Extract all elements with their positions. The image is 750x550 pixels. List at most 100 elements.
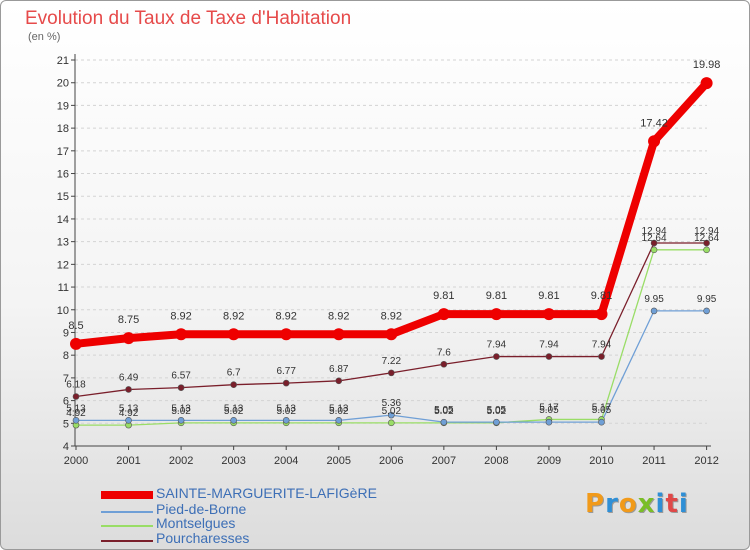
data-point-pourcharesses-2002 xyxy=(177,384,185,391)
data-label-pourcharesses-2006: 7.22 xyxy=(382,356,402,367)
data-label-pourcharesses-2009: 7.94 xyxy=(539,340,559,351)
data-point-pied-de-borne-2002 xyxy=(177,417,185,424)
data-point-sainte-marguerite-2008 xyxy=(490,308,503,321)
data-point-pied-de-borne-2000 xyxy=(72,417,80,424)
x-tick-label-2010: 2010 xyxy=(589,455,613,467)
x-tick-label-2001: 2001 xyxy=(116,455,140,467)
data-point-sainte-marguerite-2002 xyxy=(175,328,188,341)
data-label-sainte-marguerite-2007: 9.81 xyxy=(433,290,454,302)
x-tick-label-2011: 2011 xyxy=(642,455,666,467)
data-label-pourcharesses-2004: 6.77 xyxy=(276,366,296,377)
data-label-pied-de-borne-2002: 5.13 xyxy=(171,403,191,414)
chart-title: Evolution du Taux de Taxe d'Habitation xyxy=(25,8,352,29)
y-tick-label-14: 14 xyxy=(57,214,69,226)
logo-letter: o xyxy=(618,489,638,519)
data-label-sainte-marguerite-2003: 8.92 xyxy=(223,310,244,322)
data-label-sainte-marguerite-2011: 17.42 xyxy=(640,117,668,129)
data-point-sainte-marguerite-2004 xyxy=(280,328,293,341)
legend-swatch-pourcharesses xyxy=(101,540,153,542)
y-tick-label-13: 13 xyxy=(57,237,69,249)
data-point-montselgues-2006 xyxy=(387,419,395,427)
data-label-sainte-marguerite-2006: 8.92 xyxy=(381,310,402,322)
y-tick-label-4: 4 xyxy=(63,441,69,453)
data-point-pourcharesses-2004 xyxy=(282,379,290,387)
y-tick-label-11: 11 xyxy=(58,282,69,294)
legend-swatch-montselgues xyxy=(101,525,153,527)
y-tick-label-7: 7 xyxy=(63,373,69,385)
data-label-montselgues-2011: 12.64 xyxy=(642,233,667,244)
data-point-pied-de-borne-2012 xyxy=(703,307,710,315)
legend-label-pied-de-borne: Pied-de-Borne xyxy=(156,501,247,517)
data-point-sainte-marguerite-2011 xyxy=(648,135,661,148)
legend-label-sainte-marguerite: SAINTE-MARGUERITE-LAFIGèRE xyxy=(156,485,377,501)
data-point-sainte-marguerite-2009 xyxy=(542,308,555,321)
data-label-pied-de-borne-2006: 5.36 xyxy=(382,398,402,409)
data-point-pourcharesses-2000 xyxy=(72,393,80,400)
data-label-sainte-marguerite-2002: 8.92 xyxy=(170,310,191,322)
y-tick-label-5: 5 xyxy=(63,418,69,430)
data-point-pourcharesses-2005 xyxy=(335,377,343,385)
data-label-pied-de-borne-2004: 5.13 xyxy=(276,403,296,414)
data-point-sainte-marguerite-2010 xyxy=(595,308,608,321)
data-point-pied-de-borne-2006 xyxy=(387,411,395,419)
y-tick-label-20: 20 xyxy=(57,78,69,90)
data-point-sainte-marguerite-2012 xyxy=(700,77,713,90)
y-tick-label-8: 8 xyxy=(63,350,69,362)
data-label-pourcharesses-2003: 6.7 xyxy=(227,368,241,379)
data-label-montselgues-2008: 5.02 xyxy=(487,406,507,417)
data-label-pied-de-borne-2003: 5.13 xyxy=(224,403,244,414)
data-label-sainte-marguerite-2012: 19.98 xyxy=(693,59,721,71)
x-tick-label-2008: 2008 xyxy=(484,455,508,467)
data-point-pied-de-borne-2001 xyxy=(125,417,132,424)
data-label-sainte-marguerite-2004: 8.92 xyxy=(275,310,296,322)
data-point-sainte-marguerite-2000 xyxy=(70,337,82,350)
proxiti-logo: Proxiti xyxy=(585,489,689,519)
legend-label-montselgues: Montselgues xyxy=(156,515,236,531)
data-point-pourcharesses-2011 xyxy=(650,239,658,247)
data-label-montselgues-2001: 4.92 xyxy=(119,408,139,419)
y-tick-label-18: 18 xyxy=(57,123,69,135)
data-label-pied-de-borne-2011: 9.95 xyxy=(644,294,664,305)
data-label-montselgues-2000: 4.92 xyxy=(66,408,86,419)
y-tick-label-10: 10 xyxy=(57,305,69,317)
data-point-sainte-marguerite-2007 xyxy=(437,308,450,321)
data-point-sainte-marguerite-2006 xyxy=(385,328,398,341)
logo-letter: i xyxy=(655,489,666,519)
data-point-pourcharesses-2010 xyxy=(598,353,605,360)
data-point-montselgues-2012 xyxy=(703,246,710,254)
data-label-pied-de-borne-2000: 5.13 xyxy=(66,403,86,414)
data-point-montselgues-2011 xyxy=(650,246,658,254)
series-line-sainte-marguerite xyxy=(72,79,711,348)
y-tick-label-21: 21 xyxy=(57,55,69,67)
legend-swatch-pied-de-borne xyxy=(101,511,153,513)
data-label-sainte-marguerite-2009: 9.81 xyxy=(538,290,559,302)
logo-letter: P xyxy=(585,489,606,519)
data-label-pourcharesses-2002: 6.57 xyxy=(171,371,191,382)
x-tick-label-2000: 2000 xyxy=(64,455,88,467)
y-tick-label-16: 16 xyxy=(57,169,69,181)
logo-letter: t xyxy=(665,489,679,519)
y-tick-label-6: 6 xyxy=(63,396,69,408)
data-label-pourcharesses-2012: 12.94 xyxy=(694,226,719,237)
data-label-montselgues-2010: 5.17 xyxy=(592,402,612,413)
y-tick-label-9: 9 xyxy=(63,327,69,339)
data-point-pied-de-borne-2003 xyxy=(230,417,237,424)
data-label-pied-de-borne-2005: 5.13 xyxy=(329,403,349,414)
data-label-pied-de-borne-2009: 5.05 xyxy=(539,405,559,416)
data-label-sainte-marguerite-2010: 9.81 xyxy=(591,290,612,302)
data-label-sainte-marguerite-2001: 8.75 xyxy=(118,314,139,326)
data-label-pourcharesses-2010: 7.94 xyxy=(592,340,612,351)
data-label-pied-de-borne-2001: 5.13 xyxy=(119,403,139,414)
x-tick-label-2004: 2004 xyxy=(274,455,298,467)
data-point-pourcharesses-2007 xyxy=(440,360,448,368)
data-label-pourcharesses-2011: 12.94 xyxy=(642,226,667,237)
x-tick-label-2006: 2006 xyxy=(379,455,403,467)
data-label-pourcharesses-2000: 6.18 xyxy=(66,380,86,391)
data-label-montselgues-2005: 5.02 xyxy=(329,406,349,417)
data-label-pourcharesses-2007: 7.6 xyxy=(437,347,451,358)
data-label-montselgues-2003: 5.02 xyxy=(224,406,244,417)
y-tick-label-12: 12 xyxy=(57,259,69,271)
data-point-pourcharesses-2003 xyxy=(230,381,237,388)
